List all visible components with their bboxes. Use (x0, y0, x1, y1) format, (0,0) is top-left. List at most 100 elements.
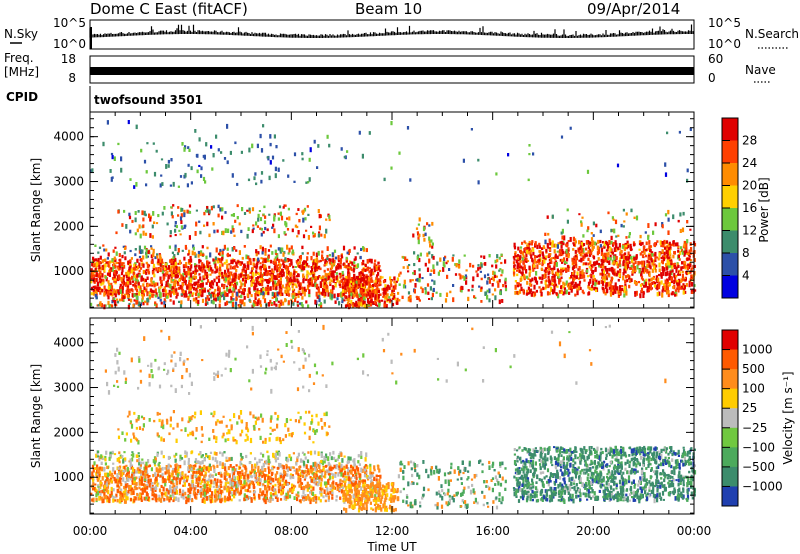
echo-cell (496, 280, 499, 284)
echo-cell (221, 497, 224, 502)
echo-cell (136, 300, 139, 305)
echo-cell (208, 209, 211, 214)
echo-cell (480, 263, 483, 268)
echo-cell (199, 472, 202, 478)
echo-cell (355, 291, 359, 295)
echo-cell (567, 253, 570, 259)
echo-cell (684, 278, 687, 282)
echo-cell (136, 469, 139, 474)
echo-cell (205, 255, 208, 260)
echo-cell (90, 268, 93, 272)
echo-cell (274, 256, 277, 260)
echo-cell (135, 182, 138, 187)
echo-cell (177, 214, 180, 217)
echo-cell (209, 288, 212, 291)
echo-cell (282, 485, 285, 489)
echo-cell (477, 264, 480, 267)
echo-cell (268, 277, 271, 281)
echo-cell (683, 285, 686, 289)
echo-cell (629, 267, 633, 270)
echo-cell (439, 257, 442, 262)
echo-cell (358, 271, 361, 276)
echo-cell (276, 268, 279, 273)
echo-cell (553, 265, 556, 271)
echo-cell (359, 289, 362, 294)
echo-cell (116, 300, 120, 304)
echo-cell (133, 274, 137, 278)
echo-cell (227, 268, 230, 273)
echo-cell (578, 280, 582, 284)
echo-cell (218, 287, 221, 292)
echo-cell (109, 260, 112, 264)
echo-cell (411, 279, 414, 282)
echo-cell (650, 277, 653, 282)
echo-cell (322, 288, 325, 293)
echo-cell (618, 273, 621, 278)
echo-cell (238, 222, 241, 226)
echo-cell (279, 302, 282, 306)
echo-cell (271, 226, 274, 229)
echo-cell (195, 468, 198, 473)
echo-cell (552, 267, 555, 271)
echo-cell (525, 292, 528, 296)
echo-cell (95, 258, 98, 262)
echo-cell (376, 304, 379, 307)
echo-cell (609, 281, 612, 284)
echo-cell (102, 264, 106, 269)
echo-cell (348, 281, 351, 285)
echo-cell (331, 489, 334, 492)
echo-cell (111, 304, 114, 308)
echo-cell (193, 276, 196, 280)
echo-cell (107, 280, 110, 284)
echo-cell (402, 284, 406, 289)
echo-cell (645, 248, 648, 252)
echo-cell (488, 279, 491, 284)
echo-cell (203, 211, 206, 216)
echo-cell (442, 266, 445, 272)
echo-cell (312, 262, 315, 267)
echo-cell (623, 244, 626, 250)
echo-cell (280, 215, 284, 221)
echo-cell (590, 232, 593, 235)
echo-cell (579, 274, 582, 279)
echo-cell (375, 276, 378, 282)
echo-cell (602, 288, 606, 294)
echo-cell (286, 280, 289, 286)
echo-cell (199, 230, 202, 235)
echo-cell (226, 263, 229, 269)
echo-cell (272, 283, 275, 288)
echo-cell (396, 277, 399, 282)
echo-cell (132, 472, 136, 477)
echo-cell (238, 304, 241, 308)
echo-cell (175, 489, 178, 495)
echo-cell (241, 283, 244, 286)
echo-cell (92, 285, 95, 289)
echo-cell (312, 283, 315, 287)
echo-cell (218, 271, 221, 275)
echo-cell (671, 269, 674, 273)
echo-cell (141, 294, 144, 300)
echo-cell (666, 131, 669, 135)
echo-cell (122, 298, 125, 302)
echo-cell (157, 258, 160, 264)
echo-cell (609, 283, 612, 287)
echo-cell (689, 228, 692, 231)
echo-cell (445, 292, 449, 297)
echo-cell (139, 267, 143, 270)
echo-cell (588, 241, 592, 245)
echo-cell (585, 262, 588, 266)
echo-cell (305, 181, 308, 184)
echo-cell (559, 271, 562, 276)
echo-cell (138, 269, 141, 273)
echo-cell (675, 268, 678, 273)
echo-cell (422, 226, 426, 232)
echo-cell (310, 279, 314, 285)
echo-cell (331, 294, 334, 299)
echo-cell (661, 292, 664, 298)
echo-cell (588, 248, 591, 253)
echo-cell (250, 294, 253, 298)
echo-cell (325, 469, 328, 473)
echo-cell (662, 244, 665, 248)
echo-cell (345, 265, 348, 269)
echo-cell (262, 268, 266, 271)
